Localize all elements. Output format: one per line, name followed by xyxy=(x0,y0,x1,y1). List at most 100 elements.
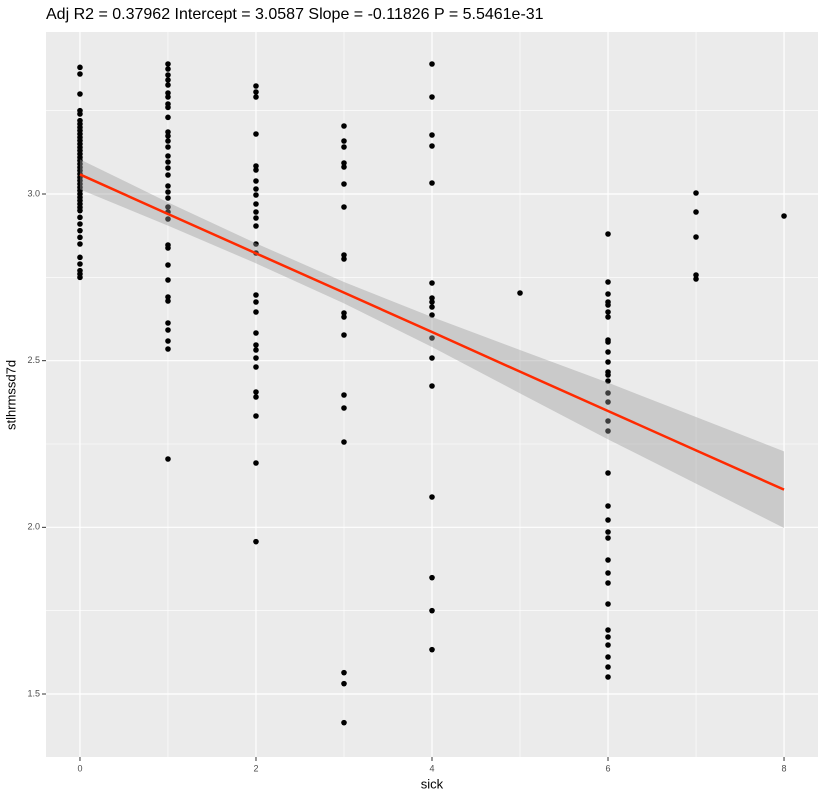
point xyxy=(253,186,259,192)
point xyxy=(517,290,523,296)
point xyxy=(165,294,171,300)
point xyxy=(253,460,259,466)
point xyxy=(605,378,611,384)
point xyxy=(605,372,611,378)
point xyxy=(253,413,259,419)
point xyxy=(605,654,611,660)
point xyxy=(605,503,611,509)
point xyxy=(253,394,259,400)
point xyxy=(693,234,699,240)
point xyxy=(165,172,171,178)
point xyxy=(77,221,83,227)
point xyxy=(429,295,435,301)
point xyxy=(605,428,611,434)
point xyxy=(165,129,171,135)
point xyxy=(605,570,611,576)
point xyxy=(429,607,435,614)
point xyxy=(165,133,171,139)
point xyxy=(77,207,83,214)
point xyxy=(341,160,347,166)
point xyxy=(253,94,259,100)
point xyxy=(77,234,83,241)
point xyxy=(165,61,171,67)
point xyxy=(605,359,611,365)
point xyxy=(429,646,435,653)
point xyxy=(253,364,259,370)
point xyxy=(605,390,611,396)
point xyxy=(605,580,611,586)
point xyxy=(605,642,611,648)
point xyxy=(253,167,259,173)
point xyxy=(341,719,347,726)
point xyxy=(165,245,171,251)
point xyxy=(341,439,347,445)
point xyxy=(429,494,435,500)
point xyxy=(605,418,611,424)
point xyxy=(341,138,347,144)
point xyxy=(605,349,611,355)
point xyxy=(429,383,435,389)
point xyxy=(605,557,611,563)
point xyxy=(77,254,83,261)
point xyxy=(429,335,435,341)
point xyxy=(77,214,83,221)
point xyxy=(429,180,435,186)
point xyxy=(253,89,259,95)
point xyxy=(341,680,347,687)
point xyxy=(341,332,347,338)
point xyxy=(165,262,171,268)
point xyxy=(341,256,347,262)
point xyxy=(165,144,171,150)
point xyxy=(165,165,171,171)
point xyxy=(165,90,171,96)
point xyxy=(253,330,259,336)
point xyxy=(253,83,259,89)
point xyxy=(429,280,435,286)
point xyxy=(253,163,259,169)
point xyxy=(429,299,435,305)
point xyxy=(165,195,171,201)
point xyxy=(429,61,435,67)
point xyxy=(605,399,611,405)
point xyxy=(605,664,611,670)
point xyxy=(341,181,347,187)
point xyxy=(165,72,171,78)
point xyxy=(693,190,699,196)
x-tick-label: 0 xyxy=(77,763,82,773)
point xyxy=(605,634,611,640)
x-tick-label: 4 xyxy=(429,763,434,773)
point xyxy=(253,178,259,184)
point xyxy=(253,201,259,207)
point xyxy=(253,355,259,361)
point xyxy=(253,292,259,298)
point xyxy=(341,252,347,258)
point xyxy=(253,209,259,215)
point xyxy=(605,529,611,535)
point xyxy=(165,104,171,111)
point xyxy=(605,291,611,297)
point xyxy=(605,470,611,476)
point xyxy=(429,355,435,361)
regression-line xyxy=(79,173,785,491)
point xyxy=(341,164,347,170)
point xyxy=(165,82,171,88)
point xyxy=(253,223,259,229)
point xyxy=(253,215,259,221)
point xyxy=(781,213,787,219)
point xyxy=(429,132,435,138)
point xyxy=(165,66,171,72)
point xyxy=(253,299,259,305)
point xyxy=(693,209,699,215)
point xyxy=(429,574,435,581)
point xyxy=(165,298,171,304)
point xyxy=(605,309,611,315)
y-tick-label: 3.0 xyxy=(27,188,40,198)
point xyxy=(605,279,611,285)
confidence-band xyxy=(79,159,785,529)
point xyxy=(77,111,83,117)
point xyxy=(165,77,171,83)
point xyxy=(165,94,171,100)
point xyxy=(341,204,347,210)
point xyxy=(693,276,699,282)
